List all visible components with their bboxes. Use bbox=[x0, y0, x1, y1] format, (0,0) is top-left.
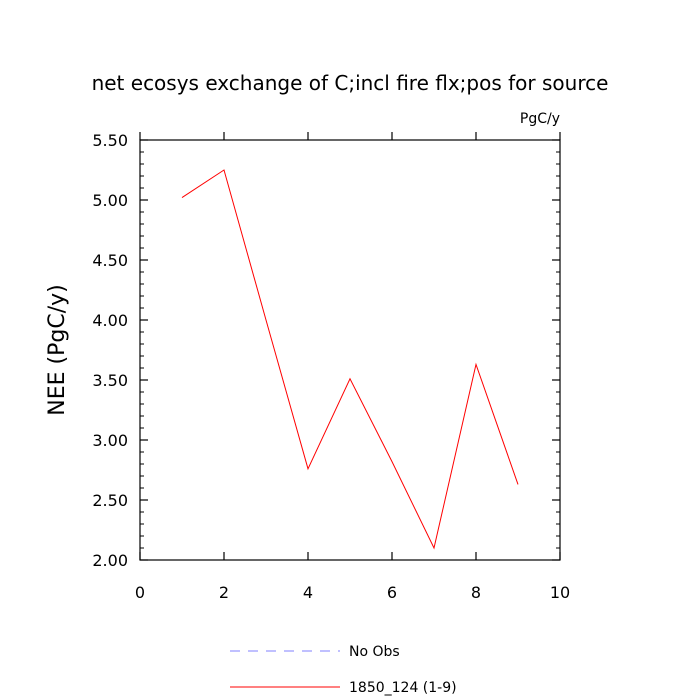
series-layer bbox=[181, 169, 519, 550]
x-tick-label: 4 bbox=[303, 583, 313, 602]
y-tick-label: 4.00 bbox=[92, 311, 128, 330]
x-tick-label: 6 bbox=[387, 583, 397, 602]
x-axis-ticks: 0 2 4 6 8 10 bbox=[135, 132, 570, 602]
y-axis-label: NEE (PgC/y) bbox=[45, 284, 70, 415]
x-tick-label: 8 bbox=[471, 583, 481, 602]
y-tick-label: 3.50 bbox=[92, 371, 128, 390]
y-tick-label: 5.00 bbox=[92, 191, 128, 210]
y-tick-label: 5.50 bbox=[92, 131, 128, 150]
units-label: PgC/y bbox=[520, 111, 560, 127]
y-tick-label: 3.00 bbox=[92, 431, 128, 450]
y-tick-label: 2.50 bbox=[92, 491, 128, 510]
x-tick-label: 0 bbox=[135, 583, 145, 602]
plot-frame bbox=[139, 139, 561, 561]
x-tick-label: 10 bbox=[550, 583, 570, 602]
series-line bbox=[181, 169, 519, 550]
y-tick-label: 4.50 bbox=[92, 251, 128, 270]
x-tick-label: 2 bbox=[219, 583, 229, 602]
legend: No Obs 1850_124 (1-9) bbox=[230, 644, 457, 696]
y-tick-label: 2.00 bbox=[92, 551, 128, 570]
chart-title: net ecosys exchange of C;incl fire flx;p… bbox=[92, 71, 609, 95]
legend-label: 1850_124 (1-9) bbox=[349, 680, 457, 696]
legend-label: No Obs bbox=[349, 644, 400, 660]
y-axis-ticks: 2.00 2.50 3.00 3.50 4.00 4.50 5.00 5.50 bbox=[92, 131, 560, 570]
